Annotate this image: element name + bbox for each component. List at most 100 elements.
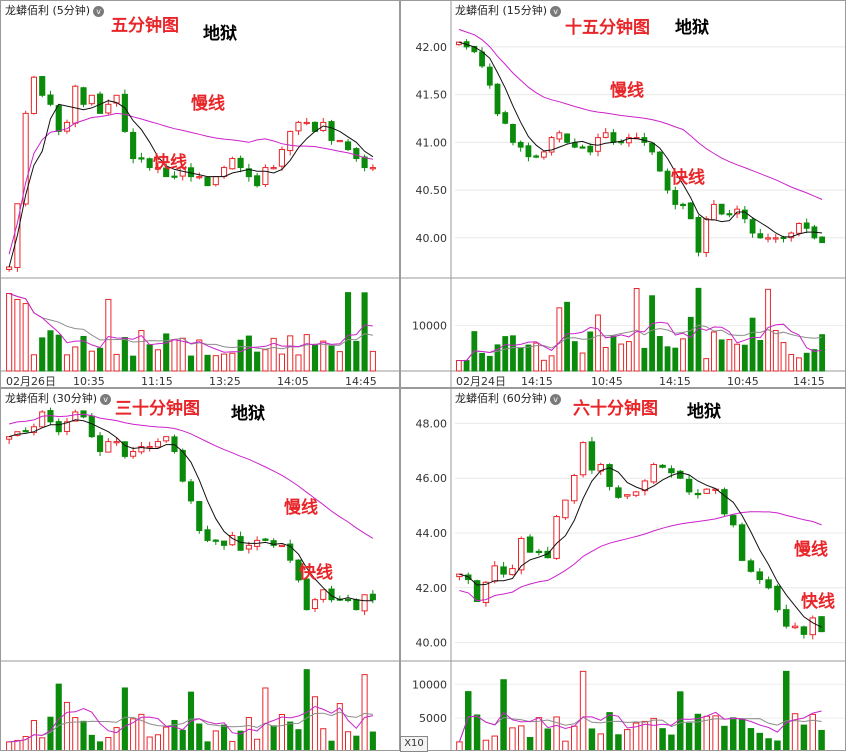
panel-5min: 龙蟒佰利 (5分钟) v 02月26日 10:35 11:15 13:25 14:05 14… bbox=[0, 0, 400, 388]
annotation-chart-title: 五分钟图 bbox=[111, 16, 179, 36]
candle-body bbox=[730, 514, 737, 526]
panel-title-text: 龙蟒佰利 (15分钟) bbox=[455, 4, 548, 17]
candle-body bbox=[72, 85, 79, 124]
volume-bar bbox=[146, 736, 153, 750]
candle-body bbox=[6, 266, 13, 270]
volume-bar bbox=[556, 307, 563, 372]
candle-body bbox=[187, 481, 195, 502]
candle-body bbox=[369, 167, 376, 170]
candle-body bbox=[311, 599, 319, 610]
candle-body bbox=[791, 625, 799, 629]
volume-bar bbox=[721, 725, 728, 750]
volume-bar bbox=[738, 718, 746, 750]
volume-bar bbox=[677, 691, 684, 750]
x10-zoom-button[interactable]: X10 bbox=[400, 736, 428, 752]
candle-body bbox=[757, 233, 764, 239]
volume-bar bbox=[579, 352, 586, 372]
chevron-down-icon[interactable]: v bbox=[100, 393, 112, 405]
candle-body bbox=[278, 544, 285, 548]
volume-bar bbox=[80, 720, 87, 750]
candle-body bbox=[494, 83, 501, 115]
volume-bar bbox=[491, 735, 498, 750]
volume-bar bbox=[730, 717, 737, 750]
volume-bar bbox=[641, 347, 648, 372]
volume-bar bbox=[711, 331, 717, 372]
fast-ma-line bbox=[459, 467, 822, 628]
candle-body bbox=[774, 585, 781, 611]
candle-body bbox=[756, 571, 763, 581]
candle-body bbox=[703, 488, 710, 494]
fast-ma-line bbox=[8, 419, 373, 602]
candle-body bbox=[254, 175, 261, 187]
volume-bar bbox=[55, 334, 62, 372]
candle-body bbox=[765, 237, 771, 240]
volume-bar bbox=[320, 728, 327, 750]
volume-bar bbox=[105, 736, 112, 750]
chevron-down-icon[interactable]: v bbox=[550, 393, 562, 405]
candle-body bbox=[369, 593, 376, 601]
candle-body bbox=[747, 560, 755, 572]
candle-body bbox=[105, 103, 112, 114]
volume-bar bbox=[456, 741, 463, 750]
price-tick-label: 40.00 bbox=[416, 232, 448, 245]
volume-bar bbox=[685, 722, 693, 750]
panel-title[interactable]: 龙蟒佰利 (5分钟) v bbox=[5, 2, 105, 18]
volume-bar bbox=[97, 741, 104, 750]
volume-bar bbox=[262, 349, 269, 372]
candle-body bbox=[163, 167, 170, 178]
candle-body bbox=[726, 213, 733, 216]
candle-body bbox=[361, 594, 368, 612]
annotation-hell: 地狱 bbox=[203, 24, 237, 44]
time-tick-label: 14:45 bbox=[345, 375, 377, 388]
candle-body bbox=[88, 415, 95, 438]
volume-bar bbox=[146, 344, 153, 372]
candle-body bbox=[72, 411, 79, 422]
candle-body bbox=[303, 578, 310, 611]
candle-body bbox=[553, 516, 560, 559]
candle-body bbox=[345, 598, 352, 602]
volume-bar bbox=[369, 731, 376, 750]
candle-body bbox=[650, 464, 657, 483]
candle-body bbox=[171, 175, 178, 178]
volume-bar bbox=[88, 350, 95, 372]
candle-body bbox=[695, 216, 702, 253]
candle-body bbox=[22, 112, 29, 205]
time-tick-label: 14:15 bbox=[793, 375, 825, 388]
volume-bar bbox=[179, 729, 186, 750]
candle-body bbox=[610, 132, 617, 143]
candle-body bbox=[138, 157, 145, 160]
slow-ma-line bbox=[8, 112, 373, 255]
panel-title[interactable]: 龙蟒佰利 (60分钟) v bbox=[455, 390, 562, 406]
candle-body bbox=[818, 616, 825, 633]
chart-svg-5min: 02月26日 10:35 11:15 13:25 14:05 14:45 bbox=[1, 75, 399, 388]
volume-bar bbox=[138, 330, 145, 372]
volume-bar bbox=[818, 729, 825, 750]
volume-bar bbox=[712, 715, 719, 750]
chevron-down-icon[interactable]: v bbox=[93, 5, 105, 17]
volume-bar bbox=[295, 729, 302, 750]
candle-body bbox=[270, 540, 277, 546]
candle-body bbox=[473, 580, 481, 602]
volume-bar bbox=[287, 721, 294, 750]
panel-title[interactable]: 龙蟒佰利 (30分钟) v bbox=[5, 390, 112, 406]
candle-body bbox=[212, 539, 219, 542]
candle-body bbox=[668, 468, 675, 474]
chevron-down-icon[interactable]: v bbox=[550, 5, 562, 17]
price-tick-label: 41.00 bbox=[416, 136, 448, 149]
volume-bar bbox=[278, 714, 285, 750]
volume-bar bbox=[564, 301, 570, 372]
volume-bar bbox=[694, 713, 702, 750]
volume-bar bbox=[22, 735, 29, 750]
time-tick-label: 13:25 bbox=[209, 375, 241, 388]
volume-bar bbox=[718, 339, 725, 372]
slow-ma-line bbox=[458, 28, 823, 200]
volume-bar bbox=[196, 723, 203, 750]
volume-bar bbox=[544, 728, 551, 750]
panel-title[interactable]: 龙蟒佰利 (15分钟) v bbox=[455, 2, 562, 18]
volume-bar bbox=[262, 687, 269, 750]
candle-body bbox=[270, 167, 277, 170]
candle-body bbox=[721, 489, 728, 515]
candle-body bbox=[80, 87, 87, 105]
candle-body bbox=[734, 208, 741, 215]
panel-title-text: 龙蟒佰利 (60分钟) bbox=[455, 392, 548, 405]
